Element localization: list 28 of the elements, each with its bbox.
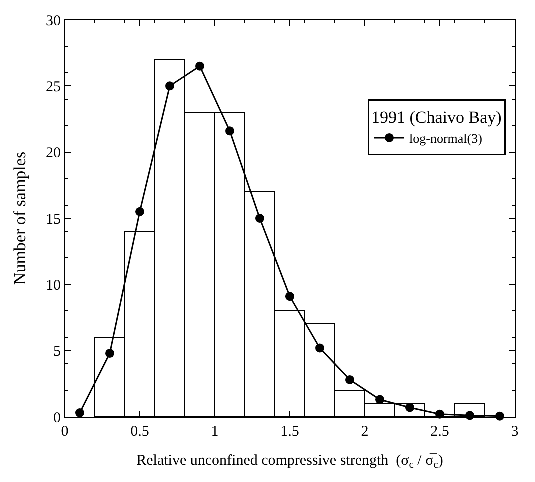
x-axis-title: Relative unconfined compressive strength (σ$_{c}$ / σ̅$_{c}$)	[136, 453, 444, 472]
x-tick-label: 1.5	[280, 424, 300, 440]
x-tick-label: 2	[361, 424, 369, 440]
point	[286, 292, 294, 302]
point	[376, 395, 384, 404]
x-tick-label: 3	[511, 424, 519, 440]
x-tick-label: 1	[211, 424, 219, 440]
point	[76, 408, 84, 418]
y-axis-title: Number of samples	[10, 152, 30, 286]
legend-label: log-normal(3)	[410, 131, 482, 146]
y-tick-label: 15	[46, 212, 61, 228]
x-tick-label: 2.5	[430, 424, 450, 440]
point	[106, 348, 114, 358]
point	[136, 207, 144, 216]
y-tick-label: 5	[54, 344, 61, 360]
point	[166, 82, 174, 91]
y-tick-label: 30	[46, 13, 61, 30]
point	[346, 375, 354, 384]
point	[316, 344, 324, 353]
y-tick-label: 10	[46, 278, 61, 294]
point	[196, 62, 204, 71]
point	[256, 214, 264, 223]
y-tick-label: 25	[46, 79, 61, 96]
legend-title: 1991 (Chaivo Bay)	[372, 108, 502, 127]
y-tick-label: 0	[54, 410, 61, 426]
x-tick-label: 0.5	[130, 424, 150, 440]
point	[226, 126, 234, 136]
y-tick-label: 20	[46, 146, 61, 162]
